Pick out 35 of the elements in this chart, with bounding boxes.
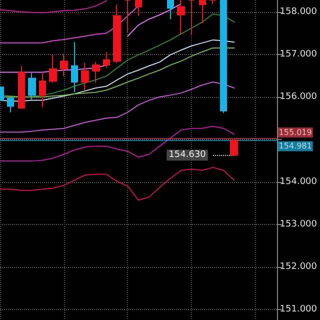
candlestick <box>199 0 206 24</box>
line-series <box>0 5 139 44</box>
candlestick <box>28 72 36 101</box>
line-series <box>0 82 235 133</box>
candlestick <box>220 0 227 114</box>
candlestick <box>60 53 68 77</box>
candlestick <box>39 72 46 108</box>
y-tick-label: 157.000 <box>280 49 318 60</box>
candlestick <box>188 0 195 36</box>
y-tick-label: 151.000 <box>280 304 318 314</box>
candlestick <box>209 0 217 4</box>
candlestick <box>18 65 25 110</box>
annotation: 154.630 <box>168 150 206 160</box>
candlestick <box>81 62 89 91</box>
y-tick-label: 154.000 <box>280 176 318 187</box>
candlestick <box>113 4 121 64</box>
y-tick-label: 153.000 <box>280 219 318 230</box>
line-series <box>0 0 107 14</box>
candlestick <box>177 0 185 36</box>
line-series <box>0 166 235 201</box>
ref-line-label: 155.019 <box>278 128 312 138</box>
candlestick <box>135 0 142 16</box>
candlestick <box>71 42 78 93</box>
y-tick-label: 158.000 <box>280 6 318 17</box>
line-series <box>0 126 235 162</box>
candlestick <box>49 54 57 84</box>
y-tick-label: 156.000 <box>280 92 318 102</box>
y-tick-label: 152.000 <box>280 262 318 272</box>
candlestick <box>124 0 131 32</box>
ref-line-label: 154.981 <box>278 142 312 151</box>
candlestick <box>92 62 100 84</box>
candlestick <box>230 140 238 156</box>
candlestick <box>167 0 174 20</box>
candlestick <box>7 98 14 113</box>
candlestick <box>103 51 110 68</box>
